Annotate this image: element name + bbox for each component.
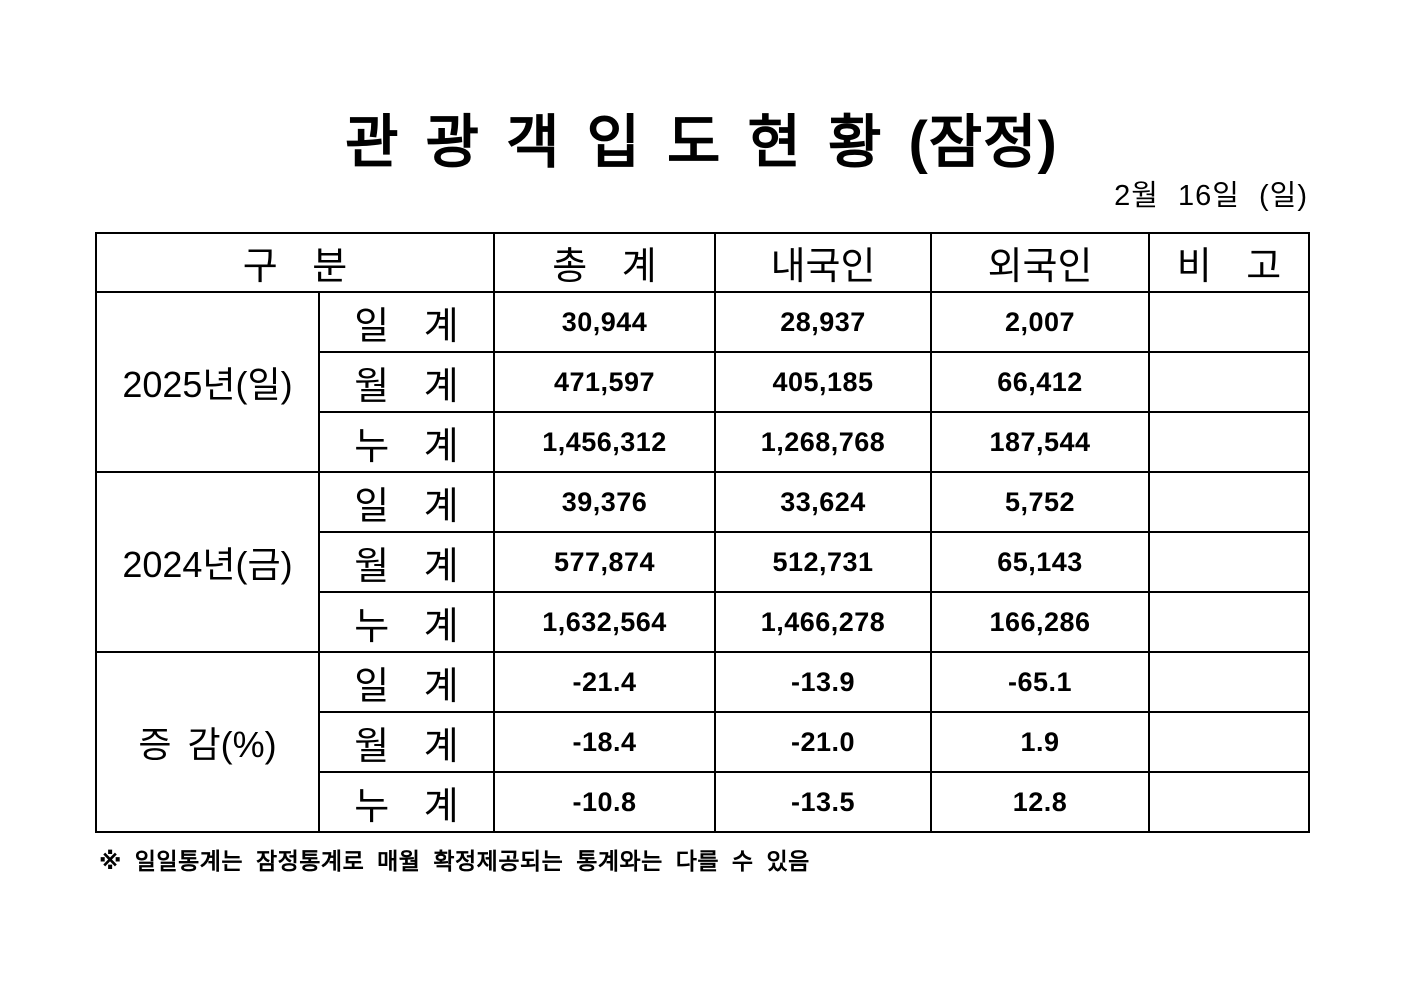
domestic-value: 28,937 — [714, 291, 933, 353]
foreigner-value: 12.8 — [930, 771, 1151, 833]
note-cell — [1148, 711, 1311, 773]
note-cell — [1148, 771, 1311, 833]
total-value: 30,944 — [493, 291, 717, 353]
foreigner-value: 166,286 — [930, 591, 1151, 653]
domestic-value: 405,185 — [714, 351, 933, 413]
foreigner-value: 65,143 — [930, 531, 1151, 593]
note-cell — [1148, 651, 1311, 713]
row-label: 일 계 — [317, 291, 496, 353]
domestic-value: 512,731 — [714, 531, 933, 593]
domestic-value: -21.0 — [714, 711, 933, 773]
total-value: 39,376 — [493, 471, 717, 533]
tourist-arrivals-table: 구 분 총 계 내국인 외국인 비 고 2025년(일) 일 계 30,944 … — [94, 232, 1311, 833]
table-row: 월 계 577,874 512,731 65,143 — [96, 531, 1311, 593]
header-foreigner: 외국인 — [930, 232, 1151, 293]
row-label: 일 계 — [317, 651, 496, 713]
domestic-value: 33,624 — [714, 471, 933, 533]
row-label: 월 계 — [317, 531, 496, 593]
table-row: 월 계 -18.4 -21.0 1.9 — [96, 711, 1311, 773]
group-label-2025: 2025년(일) — [95, 291, 320, 473]
table-row: 증 감(%) 일 계 -21.4 -13.9 -65.1 — [95, 651, 1311, 833]
footnote: ※ 일일통계는 잠정통계로 매월 확정제공되는 통계와는 다를 수 있음 — [99, 848, 810, 874]
table-row: 누 계 1,456,312 1,268,768 187,544 — [96, 411, 1311, 473]
table-row: 2024년(금) 일 계 39,376 33,624 5,752 — [95, 471, 1311, 653]
table-row: 월 계 471,597 405,185 66,412 — [96, 351, 1311, 413]
note-cell — [1148, 291, 1311, 353]
table-row: 2025년(일) 일 계 30,944 28,937 2,007 — [95, 291, 1311, 473]
report-date: 2월 16일 (일) — [1114, 180, 1308, 212]
foreigner-value: 5,752 — [930, 471, 1151, 533]
table-row: 누 계 1,632,564 1,466,278 166,286 — [96, 591, 1311, 653]
note-cell — [1148, 471, 1311, 533]
total-value: 1,632,564 — [493, 591, 717, 653]
foreigner-value: 1.9 — [930, 711, 1151, 773]
header-note: 비 고 — [1148, 232, 1311, 293]
note-cell — [1148, 591, 1311, 653]
header-domestic: 내국인 — [714, 232, 933, 293]
foreigner-value: 2,007 — [930, 291, 1151, 353]
note-cell — [1148, 411, 1311, 473]
domestic-value: 1,466,278 — [714, 591, 933, 653]
foreigner-value: -65.1 — [930, 651, 1151, 713]
row-label: 월 계 — [317, 711, 496, 773]
header-total: 총 계 — [493, 232, 717, 293]
total-value: -18.4 — [493, 711, 717, 773]
note-cell — [1148, 531, 1311, 593]
table-header-row: 구 분 총 계 내국인 외국인 비 고 — [94, 232, 1311, 293]
domestic-value: 1,268,768 — [714, 411, 933, 473]
row-label: 누 계 — [317, 591, 496, 653]
row-label: 누 계 — [317, 771, 496, 833]
header-category: 구 분 — [94, 232, 496, 293]
total-value: -10.8 — [493, 771, 717, 833]
page-title: 관 광 객 입 도 현 황 (잠정) — [345, 110, 1058, 175]
foreigner-value: 187,544 — [930, 411, 1151, 473]
total-value: 577,874 — [493, 531, 717, 593]
total-value: -21.4 — [493, 651, 717, 713]
total-value: 1,456,312 — [493, 411, 717, 473]
row-label: 월 계 — [317, 351, 496, 413]
foreigner-value: 66,412 — [930, 351, 1151, 413]
row-label: 일 계 — [317, 471, 496, 533]
table-row: 누 계 -10.8 -13.5 12.8 — [96, 771, 1311, 833]
group-label-change-pct: 증 감(%) — [95, 651, 320, 833]
total-value: 471,597 — [493, 351, 717, 413]
domestic-value: -13.5 — [714, 771, 933, 833]
row-label: 누 계 — [317, 411, 496, 473]
note-cell — [1148, 351, 1311, 413]
group-label-2024: 2024년(금) — [95, 471, 320, 653]
domestic-value: -13.9 — [714, 651, 933, 713]
